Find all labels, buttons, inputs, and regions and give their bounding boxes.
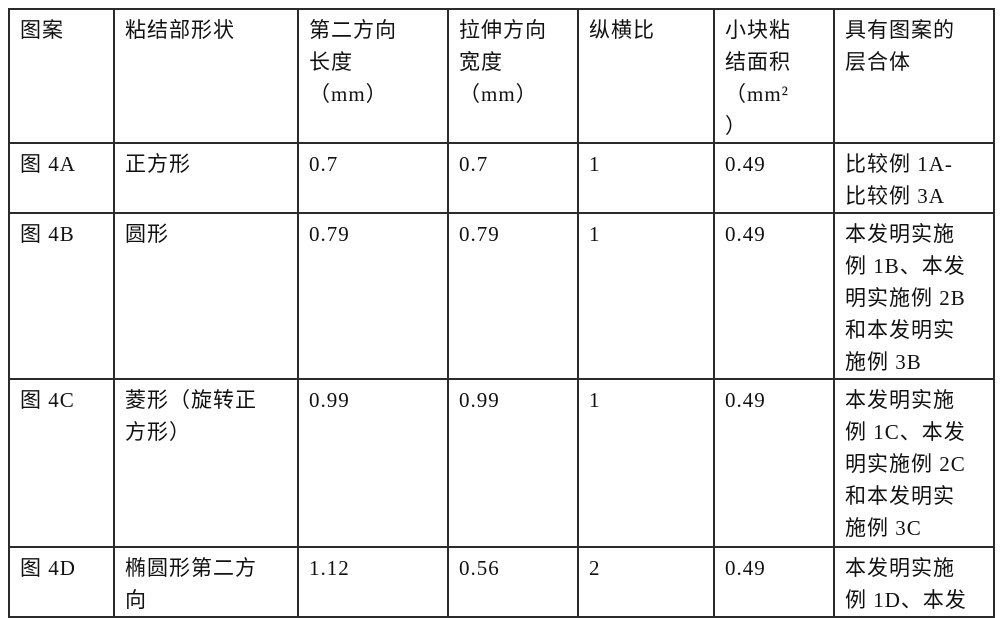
cell-fig4b-bond-area: 0.49 bbox=[713, 212, 835, 380]
cell-fig4a-pattern: 图 4A bbox=[8, 142, 115, 214]
cell-fig4a-length: 0.7 bbox=[297, 142, 449, 214]
table-row-fig4b: 图 4B 圆形 0.79 0.79 1 0.49 本发明实施 例 1B、本发 明… bbox=[8, 212, 995, 380]
cell-fig4d-bond-area: 0.49 bbox=[713, 546, 835, 618]
cell-fig4d-laminate: 本发明实施 例 1D、本发 bbox=[833, 546, 995, 618]
table-row-fig4c: 图 4C 菱形（旋转正 方形） 0.99 0.99 1 0.49 本发明实施 例… bbox=[8, 378, 995, 548]
cell-fig4b-bond-shape: 圆形 bbox=[113, 212, 299, 380]
cell-fig4a-aspect-ratio: 1 bbox=[577, 142, 715, 214]
cell-fig4a-width: 0.7 bbox=[447, 142, 579, 214]
header-cell-patterned-laminate: 具有图案的 层合体 bbox=[833, 8, 995, 144]
table-row-fig4d: 图 4D 椭圆形第二方 向 1.12 0.56 2 0.49 本发明实施 例 1… bbox=[8, 546, 995, 618]
cell-fig4d-length: 1.12 bbox=[297, 546, 449, 618]
cell-fig4a-laminate: 比较例 1A- 比较例 3A bbox=[833, 142, 995, 214]
cell-fig4a-bond-shape: 正方形 bbox=[113, 142, 299, 214]
cell-fig4b-laminate: 本发明实施 例 1B、本发 明实施例 2B 和本发明实 施例 3B bbox=[833, 212, 995, 380]
header-cell-bond-area: 小块粘 结面积 （mm² ） bbox=[713, 8, 835, 144]
cell-fig4b-length: 0.79 bbox=[297, 212, 449, 380]
header-cell-second-direction-length: 第二方向 长度 （mm） bbox=[297, 8, 449, 144]
cell-fig4c-length: 0.99 bbox=[297, 378, 449, 548]
header-cell-aspect-ratio: 纵横比 bbox=[577, 8, 715, 144]
header-row: 图案 粘结部形状 第二方向 长度 （mm） 拉伸方向 宽度 （mm） 纵横比 小… bbox=[8, 8, 995, 144]
header-cell-bond-shape: 粘结部形状 bbox=[113, 8, 299, 144]
cell-fig4a-bond-area: 0.49 bbox=[713, 142, 835, 214]
cell-fig4d-pattern: 图 4D bbox=[8, 546, 115, 618]
header-cell-stretch-direction-width: 拉伸方向 宽度 （mm） bbox=[447, 8, 579, 144]
cell-fig4d-width: 0.56 bbox=[447, 546, 579, 618]
cell-fig4d-aspect-ratio: 2 bbox=[577, 546, 715, 618]
cell-fig4b-pattern: 图 4B bbox=[8, 212, 115, 380]
cell-fig4c-aspect-ratio: 1 bbox=[577, 378, 715, 548]
cell-fig4d-bond-shape: 椭圆形第二方 向 bbox=[113, 546, 299, 618]
cell-fig4c-laminate: 本发明实施 例 1C、本发 明实施例 2C 和本发明实 施例 3C bbox=[833, 378, 995, 548]
cell-fig4b-aspect-ratio: 1 bbox=[577, 212, 715, 380]
table-row-fig4a: 图 4A 正方形 0.7 0.7 1 0.49 比较例 1A- 比较例 3A bbox=[8, 142, 995, 214]
cell-fig4c-width: 0.99 bbox=[447, 378, 579, 548]
cell-fig4c-bond-area: 0.49 bbox=[713, 378, 835, 548]
cell-fig4b-width: 0.79 bbox=[447, 212, 579, 380]
cell-fig4c-pattern: 图 4C bbox=[8, 378, 115, 548]
bond-pattern-table: 图案 粘结部形状 第二方向 长度 （mm） 拉伸方向 宽度 （mm） 纵横比 小… bbox=[8, 8, 995, 618]
header-cell-pattern: 图案 bbox=[8, 8, 115, 144]
cell-fig4c-bond-shape: 菱形（旋转正 方形） bbox=[113, 378, 299, 548]
